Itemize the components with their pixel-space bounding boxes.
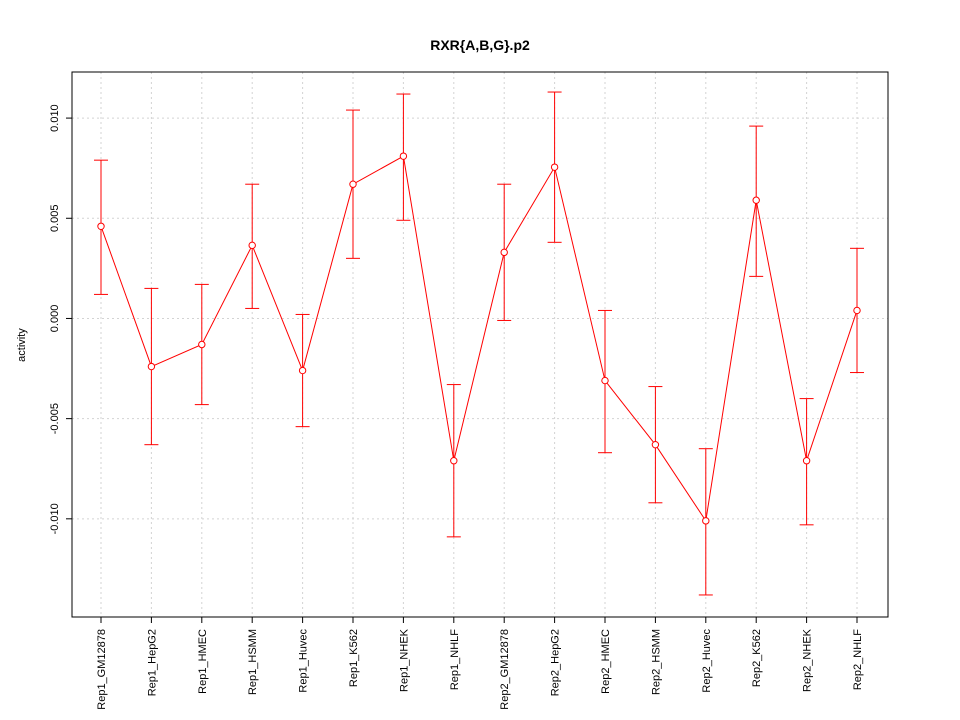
data-point [248, 241, 256, 250]
data-point [550, 163, 559, 171]
x-tick-label: Rep1_NHLF [449, 629, 461, 690]
y-axis: -0.010 -0.005 0.000 0.005 0.010 [49, 104, 72, 534]
x-tick-label: Rep1_HepG2 [146, 629, 158, 696]
y-tick-label: -0.005 [49, 403, 61, 434]
data-point [399, 152, 408, 160]
x-tick-label: Rep2_NHEK [802, 628, 814, 692]
series-line [100, 155, 858, 523]
y-tick-label: 0.000 [49, 305, 61, 333]
x-tick-label: Rep2_HMEC [600, 629, 612, 694]
plot-frame [71, 71, 889, 618]
x-tick-label: Rep1_NHEK [398, 628, 410, 692]
data-point [702, 517, 710, 525]
data-point [97, 222, 105, 230]
data-point [450, 457, 458, 465]
chart-title: RXR{A,B,G}.p2 [430, 37, 530, 53]
data-point [601, 376, 609, 385]
y-tick-label: 0.010 [49, 104, 61, 132]
x-tick-label: Rep1_Huvec [298, 629, 310, 693]
data-point [298, 366, 307, 375]
data-point [349, 180, 357, 188]
y-axis-label: activity [16, 328, 28, 362]
grid [72, 72, 888, 617]
data-point [198, 340, 206, 349]
x-tick-label: Rep2_GM12878 [499, 629, 511, 710]
data-point [500, 248, 508, 257]
data-point [853, 306, 861, 315]
x-tick-label: Rep2_K562 [751, 629, 763, 687]
y-tick-label: -0.010 [49, 503, 61, 534]
y-tick-label: 0.005 [49, 205, 61, 233]
data-point [752, 196, 760, 204]
series [94, 91, 864, 596]
data-point [802, 457, 811, 465]
x-tick-label: Rep2_HSMM [650, 629, 662, 695]
x-tick-label: Rep2_HepG2 [550, 629, 562, 696]
x-tick-label: Rep2_NHLF [852, 629, 864, 690]
x-tick-label: Rep2_Huvec [701, 629, 713, 693]
data-point [651, 440, 660, 449]
x-tick-label: Rep1_HSMM [247, 629, 259, 695]
x-axis: Rep1_GM12878 Rep1_HepG2 Rep1_HMEC Rep1_HSMM… [96, 617, 864, 710]
data-point [147, 362, 156, 371]
x-tick-label: Rep1_HMEC [197, 629, 209, 694]
x-tick-label: Rep1_K562 [348, 629, 360, 687]
x-tick-label: Rep1_GM12878 [96, 629, 108, 710]
